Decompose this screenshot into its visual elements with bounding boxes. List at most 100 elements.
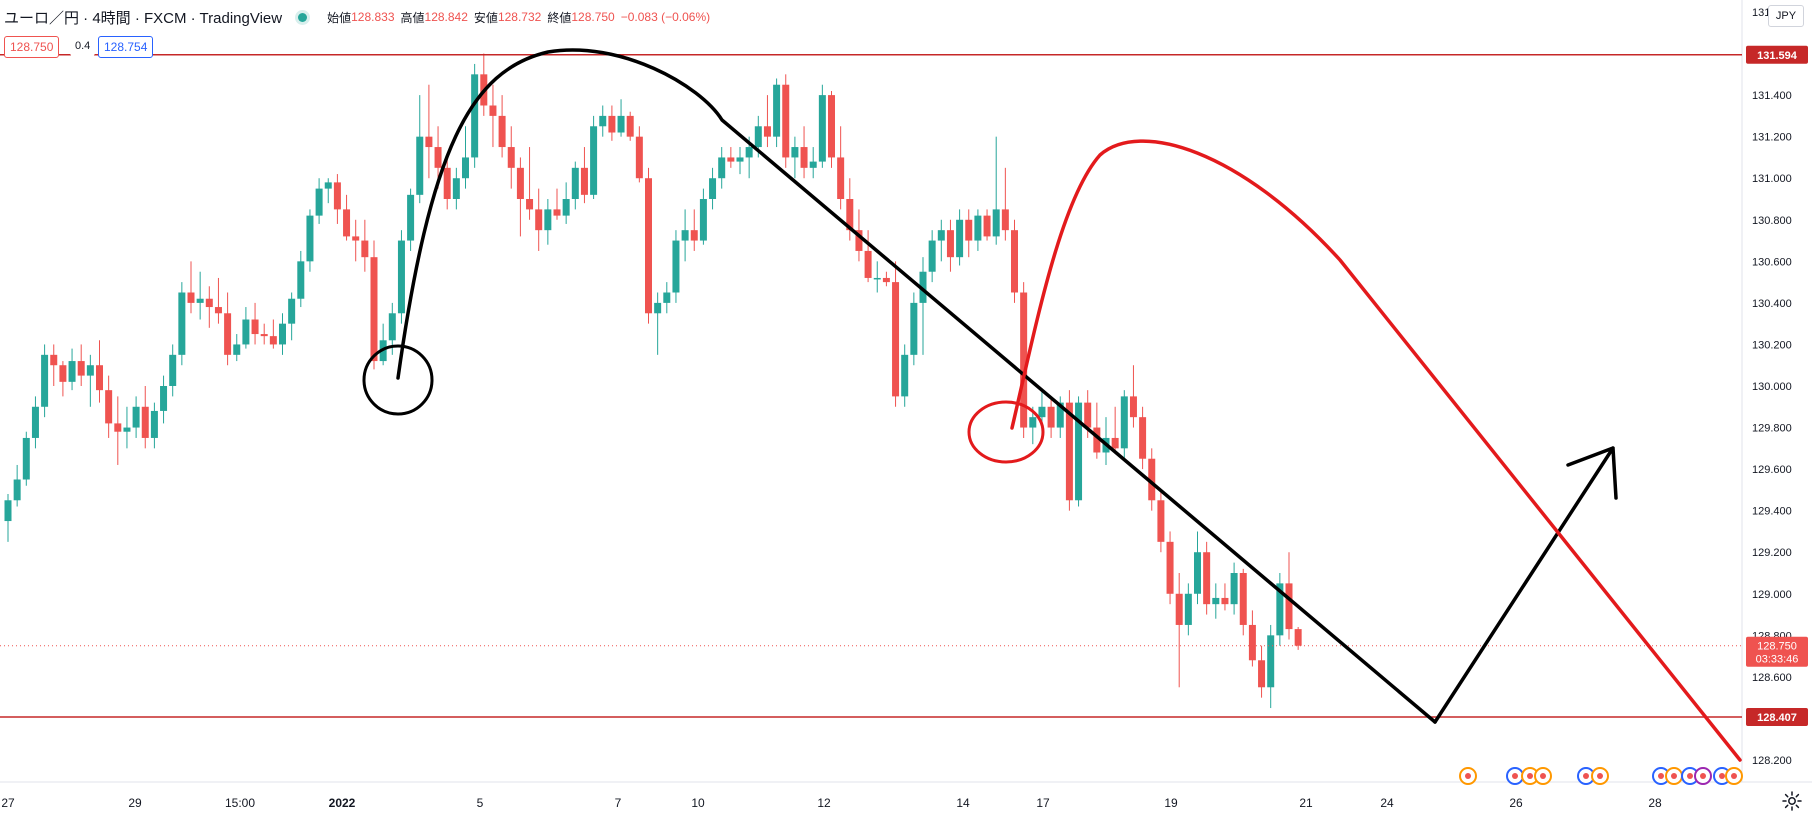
candle[interactable] (1139, 406, 1147, 470)
candle[interactable] (22, 431, 30, 486)
candle[interactable] (654, 292, 662, 355)
candle[interactable] (1011, 219, 1018, 303)
candle[interactable] (1230, 562, 1238, 615)
candle[interactable] (315, 178, 323, 224)
candle[interactable] (1120, 390, 1128, 459)
currency-button[interactable]: JPY (1768, 5, 1804, 27)
candle[interactable] (425, 84, 433, 179)
candle[interactable] (68, 348, 76, 391)
candle[interactable] (809, 147, 817, 179)
candle[interactable] (818, 84, 826, 168)
candle[interactable] (910, 292, 918, 366)
candle[interactable] (324, 178, 332, 204)
candle[interactable] (1258, 645, 1266, 698)
candle[interactable] (1001, 167, 1009, 241)
candle[interactable] (205, 286, 213, 328)
candle[interactable] (864, 230, 872, 283)
candle[interactable] (13, 464, 21, 507)
drawing-black-curve[interactable] (396, 48, 1437, 724)
candle[interactable] (626, 111, 634, 141)
candle[interactable] (635, 126, 643, 183)
event-marker-icon[interactable] (1459, 767, 1477, 785)
candle[interactable] (892, 261, 900, 407)
candle[interactable] (590, 115, 598, 199)
candle[interactable] (1276, 573, 1284, 646)
candle[interactable] (571, 161, 579, 210)
candle[interactable] (562, 182, 570, 224)
candle[interactable] (736, 147, 744, 175)
candle[interactable] (214, 277, 222, 324)
candle[interactable] (260, 323, 268, 345)
candle[interactable] (837, 126, 845, 210)
candle[interactable] (160, 375, 168, 424)
candle[interactable] (699, 188, 707, 245)
candle[interactable] (1065, 390, 1073, 511)
candle[interactable] (1129, 365, 1137, 428)
event-marker-icon[interactable] (1694, 767, 1712, 785)
candle[interactable] (516, 157, 524, 237)
candle[interactable] (4, 494, 12, 542)
candle[interactable] (279, 313, 286, 355)
candle[interactable] (251, 302, 259, 345)
candle[interactable] (1093, 402, 1101, 459)
candle[interactable] (608, 105, 616, 141)
candle[interactable] (86, 354, 94, 407)
candle[interactable] (59, 361, 67, 397)
candle[interactable] (1248, 610, 1256, 667)
drawing-black-arrow[interactable] (1433, 446, 1618, 724)
candle[interactable] (132, 396, 140, 438)
candle[interactable] (269, 319, 277, 349)
candle[interactable] (1157, 489, 1165, 553)
candle[interactable] (41, 344, 49, 418)
candle[interactable] (800, 126, 808, 179)
candle[interactable] (645, 167, 652, 324)
candle[interactable] (1075, 396, 1083, 507)
candle[interactable] (983, 209, 991, 241)
candle[interactable] (1020, 282, 1028, 438)
candle[interactable] (187, 261, 195, 314)
candle[interactable] (718, 147, 726, 189)
drawing-black-circle[interactable] (362, 344, 434, 416)
candle[interactable] (763, 95, 771, 148)
candle[interactable] (123, 406, 131, 449)
event-marker-icon[interactable] (1534, 767, 1552, 785)
candle[interactable] (416, 95, 424, 204)
candle[interactable] (1175, 573, 1183, 688)
candle[interactable] (141, 386, 149, 449)
candle[interactable] (526, 147, 534, 220)
candle[interactable] (507, 126, 515, 189)
candle[interactable] (105, 375, 113, 438)
sell-price-button[interactable]: 128.750 (4, 36, 60, 58)
candle[interactable] (489, 84, 497, 148)
candle[interactable] (782, 74, 790, 168)
drawing-red-curve[interactable] (1010, 139, 1742, 762)
candle[interactable] (498, 95, 506, 158)
candle[interactable] (96, 340, 103, 403)
candle[interactable] (462, 126, 469, 189)
candle[interactable] (1221, 583, 1229, 611)
candle[interactable] (617, 99, 625, 137)
candle[interactable] (1239, 568, 1247, 636)
candle[interactable] (114, 396, 122, 465)
candle[interactable] (471, 63, 479, 168)
candle[interactable] (791, 136, 799, 179)
candle[interactable] (992, 136, 1000, 245)
candle[interactable] (919, 257, 927, 355)
candle[interactable] (1267, 624, 1275, 709)
candle[interactable] (178, 282, 186, 366)
candle[interactable] (773, 78, 781, 148)
candle[interactable] (443, 153, 451, 210)
event-marker-icon[interactable] (1665, 767, 1683, 785)
candle[interactable] (828, 90, 835, 168)
candle[interactable] (663, 282, 671, 314)
candle[interactable] (361, 219, 369, 272)
candle[interactable] (901, 344, 909, 407)
candle[interactable] (370, 240, 378, 370)
candle[interactable] (1148, 448, 1156, 511)
candle[interactable] (297, 250, 305, 308)
candle[interactable] (224, 292, 232, 366)
event-marker-icon[interactable] (1521, 767, 1539, 785)
candle[interactable] (946, 219, 954, 272)
